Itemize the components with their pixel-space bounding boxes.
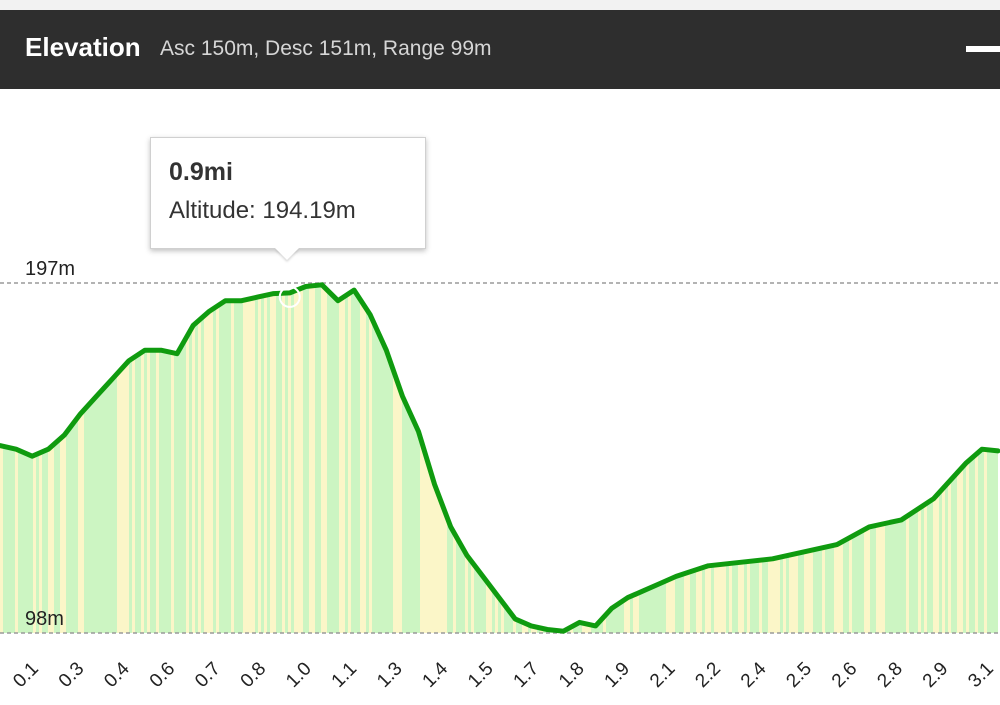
- x-tick-label: 2.8: [873, 658, 907, 692]
- x-tick-label: 1.1: [328, 658, 362, 692]
- x-tick-label: 2.9: [919, 658, 953, 692]
- tooltip-distance: 0.9mi: [169, 158, 233, 186]
- elevation-fill: [0, 284, 998, 633]
- reference-label-0: 197m: [25, 258, 75, 280]
- elevation-chart[interactable]: 197m 98m 0.1 0.3 0.4 0.6 0.7 0.8 1.0 1.1 1.3 1.4 1.…: [0, 89, 1000, 705]
- x-tick-label: 2.4: [737, 658, 771, 692]
- x-tick-label: 0.8: [237, 658, 271, 692]
- x-axis-ticks: 0.1 0.3 0.4 0.6 0.7 0.8 1.0 1.1 1.3 1.4 1.5 1.7 1.8 1…: [9, 658, 998, 692]
- reference-lines: 197m 98m: [0, 258, 1000, 634]
- x-tick-label: 0.7: [191, 658, 225, 692]
- elevation-line-group: [0, 282, 1000, 634]
- elevation-line: [0, 282, 1000, 634]
- reference-label-1: 98m: [25, 608, 64, 630]
- x-tick-label: 0.6: [146, 658, 180, 692]
- tooltip-altitude-row: Altitude: 194.19m: [169, 199, 407, 223]
- tooltip-altitude-value: 194.19m: [262, 197, 356, 224]
- status-strip: [0, 0, 1000, 10]
- x-tick-label: 0.3: [55, 658, 89, 692]
- selected-point-marker: [278, 285, 301, 308]
- x-tick-label: 2.1: [646, 658, 680, 692]
- x-tick-label: 1.5: [464, 658, 498, 692]
- x-tick-label: 1.4: [419, 658, 453, 692]
- elevation-header: Elevation Asc 150m, Desc 151m, Range 99m: [0, 10, 1000, 89]
- menu-button[interactable]: [966, 40, 1000, 60]
- x-tick-label: 0.1: [9, 658, 43, 692]
- x-tick-label: 1.8: [555, 658, 589, 692]
- x-tick-label: 1.7: [510, 658, 544, 692]
- x-tick-label: 3.1: [964, 658, 998, 692]
- x-tick-label: 1.0: [282, 658, 316, 692]
- x-tick-label: 1.9: [601, 658, 635, 692]
- x-tick-label: 2.5: [782, 658, 816, 692]
- page-title: Elevation: [25, 32, 141, 62]
- x-tick-label: 1.3: [373, 658, 407, 692]
- x-tick-label: 2.6: [828, 658, 862, 692]
- menu-icon: [966, 46, 1000, 52]
- x-tick-label: 2.2: [691, 658, 725, 692]
- x-tick-label: 0.4: [100, 658, 134, 692]
- tooltip-altitude-label: Altitude:: [169, 197, 256, 224]
- chart-tooltip: 0.9mi Altitude: 194.19m: [150, 137, 426, 249]
- elevation-stats: Asc 150m, Desc 151m, Range 99m: [160, 37, 492, 60]
